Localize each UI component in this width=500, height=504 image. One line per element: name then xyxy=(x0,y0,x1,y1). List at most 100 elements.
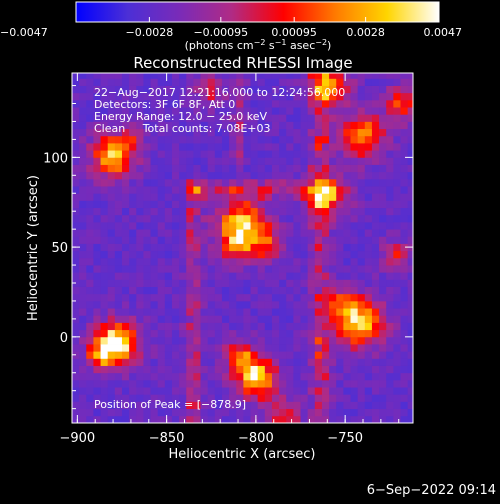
image-pixel xyxy=(186,78,194,86)
image-pixel xyxy=(343,236,351,244)
image-pixel xyxy=(186,329,194,338)
image-pixel xyxy=(243,293,251,302)
image-pixel xyxy=(229,171,237,180)
image-pixel xyxy=(93,243,101,252)
image-pixel xyxy=(207,286,216,295)
image-pixel xyxy=(400,164,409,173)
colorbar-tick-label: 0.0028 xyxy=(346,26,385,39)
image-pixel xyxy=(343,78,351,86)
image-pixel xyxy=(264,358,273,366)
image-pixel xyxy=(207,257,216,266)
image-pixel xyxy=(236,358,244,366)
image-pixel xyxy=(200,394,209,402)
image-pixel xyxy=(200,365,209,374)
image-pixel xyxy=(221,78,230,86)
image-pixel xyxy=(357,200,366,209)
image-pixel xyxy=(86,315,94,323)
image-pixel xyxy=(386,358,394,366)
image-pixel xyxy=(107,229,116,237)
y-tick-label: 0 xyxy=(60,331,68,346)
image-pixel xyxy=(72,329,80,338)
image-pixel xyxy=(79,358,87,366)
image-pixel xyxy=(86,351,94,359)
image-pixel xyxy=(386,150,394,158)
image-pixel xyxy=(271,394,280,402)
image-pixel xyxy=(93,315,101,323)
image-pixel xyxy=(214,358,223,366)
image-pixel xyxy=(186,243,194,252)
image-pixel xyxy=(164,257,173,266)
image-pixel xyxy=(407,358,413,366)
image-pixel xyxy=(379,344,387,352)
image-pixel xyxy=(250,114,259,122)
image-pixel xyxy=(379,178,387,187)
image-pixel xyxy=(314,344,323,352)
image-pixel xyxy=(129,171,137,180)
image-pixel xyxy=(343,73,351,79)
image-pixel xyxy=(307,207,316,216)
image-pixel xyxy=(293,379,301,388)
image-pixel xyxy=(143,114,151,122)
image-pixel xyxy=(129,250,137,259)
image-pixel xyxy=(121,193,130,201)
image-pixel xyxy=(107,135,116,144)
image-pixel xyxy=(264,73,273,79)
image-pixel xyxy=(357,257,366,266)
image-pixel xyxy=(257,300,266,309)
image-pixel xyxy=(157,114,166,122)
image-pixel xyxy=(350,78,359,86)
image-pixel xyxy=(350,107,359,115)
image-pixel xyxy=(343,372,351,381)
image-pixel xyxy=(121,250,130,259)
image-pixel xyxy=(386,351,394,359)
image-pixel xyxy=(193,322,201,331)
image-pixel xyxy=(400,207,409,216)
image-pixel xyxy=(121,236,130,244)
image-pixel xyxy=(164,107,173,115)
image-pixel xyxy=(171,114,180,122)
image-pixel xyxy=(350,171,359,180)
image-pixel xyxy=(236,336,244,345)
image-pixel xyxy=(179,322,187,331)
image-pixel xyxy=(286,358,294,366)
image-pixel xyxy=(229,394,237,402)
image-pixel xyxy=(279,221,287,230)
image-pixel xyxy=(164,221,173,230)
image-pixel xyxy=(371,351,380,359)
image-pixel xyxy=(164,236,173,244)
image-pixel xyxy=(271,415,280,423)
image-pixel xyxy=(129,387,137,395)
image-pixel xyxy=(321,387,330,395)
image-pixel xyxy=(229,365,237,374)
image-pixel xyxy=(393,300,401,309)
image-pixel xyxy=(129,300,137,309)
image-pixel xyxy=(400,186,409,194)
image-pixel xyxy=(386,300,394,309)
image-pixel xyxy=(379,193,387,201)
image-pixel xyxy=(100,207,109,216)
image-pixel xyxy=(343,336,351,345)
image-pixel xyxy=(200,315,209,323)
image-pixel xyxy=(357,272,366,280)
image-pixel xyxy=(107,300,116,309)
image-pixel xyxy=(279,243,287,252)
image-pixel xyxy=(129,336,137,345)
image-pixel xyxy=(257,121,266,130)
image-pixel xyxy=(100,171,109,180)
image-pixel xyxy=(179,78,187,86)
image-pixel xyxy=(271,236,280,244)
image-pixel xyxy=(136,193,144,201)
image-pixel xyxy=(164,121,173,130)
image-pixel xyxy=(207,336,216,345)
image-pixel xyxy=(229,358,237,366)
image-pixel xyxy=(157,336,166,345)
image-pixel xyxy=(379,387,387,395)
image-pixel xyxy=(100,143,109,151)
image-pixel xyxy=(207,329,216,338)
image-pixel xyxy=(343,315,351,323)
image-pixel xyxy=(357,128,366,137)
image-pixel xyxy=(271,300,280,309)
image-pixel xyxy=(321,236,330,244)
image-pixel xyxy=(136,214,144,223)
image-pixel xyxy=(379,372,387,381)
